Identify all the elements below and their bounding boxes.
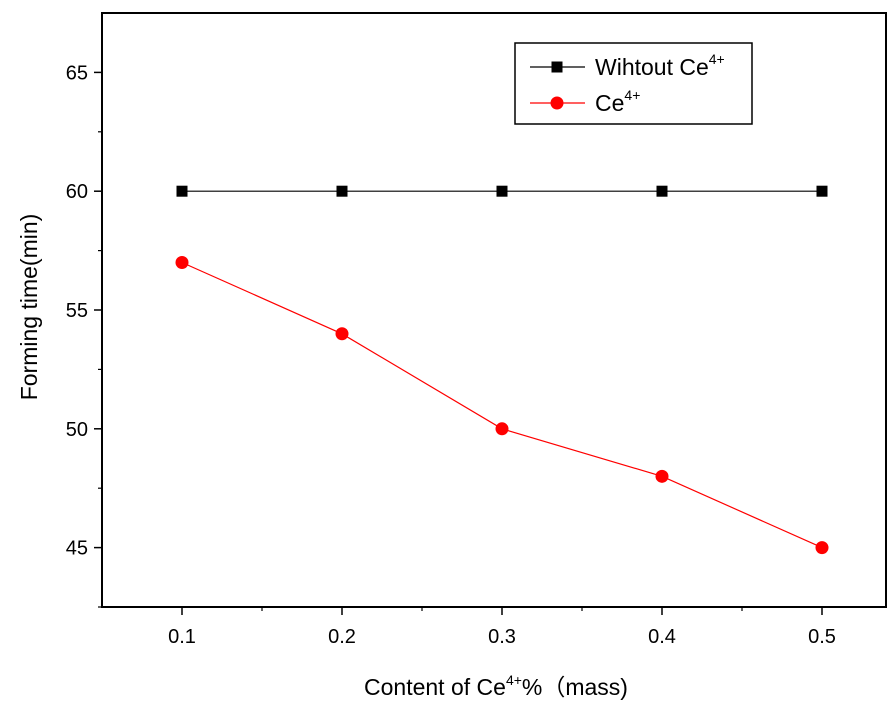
series-1-point-4 bbox=[816, 185, 828, 197]
legend-label-series-1-text: Wihtout Ce bbox=[595, 54, 709, 80]
y-tick-label-3: 60 bbox=[66, 181, 88, 203]
series-2-point-0 bbox=[175, 255, 189, 269]
x-tick-label-0: 0.1 bbox=[168, 626, 196, 648]
series-line-2 bbox=[181, 261, 823, 549]
x-tick-label-2: 0.3 bbox=[488, 626, 516, 648]
y-axis-title: Forming time(min) bbox=[16, 214, 42, 401]
legend-label-series-2: Ce4+ bbox=[595, 87, 640, 116]
legend-marker-series-1 bbox=[551, 61, 563, 73]
y-tick-label-1: 50 bbox=[66, 419, 88, 441]
y-tick-label-2: 55 bbox=[66, 300, 88, 322]
y-tick-label-4: 65 bbox=[66, 62, 88, 84]
x-tick-label-3: 0.4 bbox=[648, 626, 676, 648]
series-2-point-3 bbox=[655, 469, 669, 483]
legend-label-series-1-sup: 4+ bbox=[709, 51, 725, 67]
legend-marker-series-2 bbox=[550, 96, 564, 110]
series-2-point-1 bbox=[335, 327, 349, 341]
x-axis-title-sup: 4+ bbox=[506, 672, 522, 688]
series-1-point-1 bbox=[336, 185, 348, 197]
plot-border bbox=[101, 12, 887, 608]
legend-label-series-2-text: Ce bbox=[595, 90, 624, 116]
series-1-point-2 bbox=[496, 185, 508, 197]
x-axis-title: Content of Ce4+%（mass) bbox=[364, 672, 628, 700]
x-axis-title-suffix: %（mass) bbox=[522, 674, 628, 700]
series-2-point-4 bbox=[815, 541, 829, 555]
series-2-point-2 bbox=[495, 422, 509, 436]
y-axis: 45 50 55 60 65 bbox=[66, 62, 102, 608]
x-tick-label-1: 0.2 bbox=[328, 626, 356, 648]
series-1-point-3 bbox=[656, 185, 668, 197]
plot-frame bbox=[101, 12, 887, 608]
x-axis-title-text: Content of Ce bbox=[364, 674, 506, 700]
x-tick-label-4: 0.5 bbox=[808, 626, 836, 648]
legend-box bbox=[514, 42, 753, 125]
legend-label-series-2-sup: 4+ bbox=[624, 87, 640, 103]
x-axis: 0.1 0.2 0.3 0.4 0.5 bbox=[168, 607, 836, 648]
series-layer bbox=[175, 185, 829, 555]
series-1-point-0 bbox=[176, 185, 188, 197]
legend: Wihtout Ce4+ Ce4+ bbox=[514, 42, 753, 125]
legend-label-series-1: Wihtout Ce4+ bbox=[595, 51, 725, 80]
y-tick-label-0: 45 bbox=[66, 538, 88, 560]
